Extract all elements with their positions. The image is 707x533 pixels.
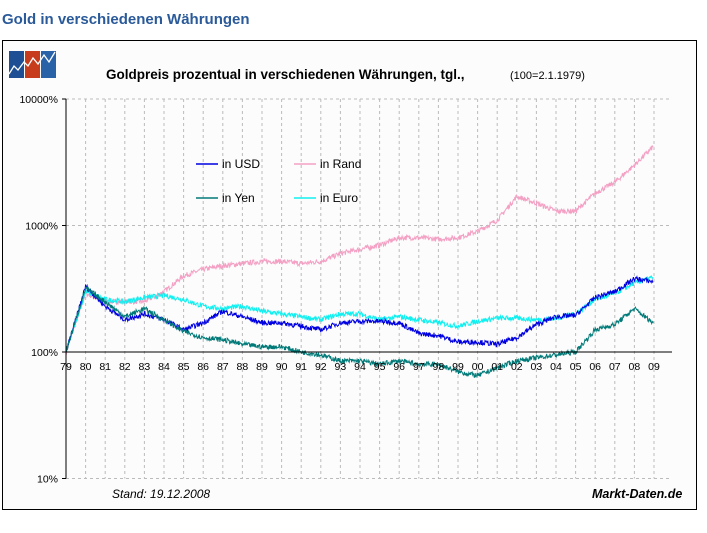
x-tick-label: 84 — [158, 361, 170, 373]
y-tick-label: 100% — [31, 347, 58, 359]
y-tick-label: 1000% — [25, 221, 58, 233]
x-tick-label: 89 — [256, 361, 268, 373]
x-tick-label: 04 — [550, 361, 562, 373]
legend-label: in Rand — [320, 157, 361, 171]
y-tick-label: 10000% — [19, 94, 58, 106]
chart-title: Goldpreis prozentual in verschiedenen Wä… — [106, 67, 465, 82]
stand-date: Stand: 19.12.2008 — [112, 487, 210, 501]
x-tick-label: 95 — [374, 361, 386, 373]
x-tick-label: 81 — [99, 361, 111, 373]
x-tick-label: 07 — [609, 361, 621, 373]
page-title: Gold in verschiedenen Währungen — [2, 11, 250, 28]
series-line-euro — [65, 274, 654, 353]
x-tick-label: 86 — [197, 361, 209, 373]
x-tick-label: 88 — [237, 361, 249, 373]
x-tick-label: 91 — [295, 361, 307, 373]
logo-icon — [8, 51, 56, 78]
x-tick-label: 87 — [217, 361, 229, 373]
legend-item-euro: in Euro — [294, 191, 358, 205]
legend-item-rand: in Rand — [294, 157, 361, 171]
legend-item-usd: in USD — [196, 157, 260, 171]
x-tick-label: 06 — [589, 361, 601, 373]
chart-frame — [2, 40, 697, 510]
x-tick-label: 97 — [413, 361, 425, 373]
y-tick-label: 10% — [37, 474, 58, 486]
x-tick-label: 99 — [452, 361, 464, 373]
x-tick-label: 08 — [629, 361, 641, 373]
x-tick-label: 80 — [80, 361, 92, 373]
source-label: Markt-Daten.de — [592, 487, 682, 501]
x-tick-label: 83 — [139, 361, 151, 373]
x-tick-label: 93 — [335, 361, 347, 373]
x-tick-label: 96 — [393, 361, 405, 373]
x-tick-label: 05 — [570, 361, 582, 373]
x-tick-label: 03 — [531, 361, 543, 373]
chart-subtitle: (100=2.1.1979) — [510, 70, 585, 82]
x-tick-label: 09 — [648, 361, 660, 373]
series-line-yen — [66, 285, 654, 378]
x-tick-label: 82 — [119, 361, 131, 373]
legend-label: in USD — [222, 157, 260, 171]
x-tick-label: 85 — [178, 361, 190, 373]
x-tick-label: 98 — [433, 361, 445, 373]
legend-label: in Euro — [320, 191, 358, 205]
legend-item-yen: in Yen — [196, 191, 255, 205]
x-tick-label: 00 — [472, 361, 484, 373]
x-tick-label: 02 — [511, 361, 523, 373]
series-line-rand — [65, 144, 654, 356]
x-tick-label: 94 — [354, 361, 366, 373]
x-tick-label: 92 — [315, 361, 327, 373]
x-tick-label: 90 — [276, 361, 288, 373]
legend-label: in Yen — [222, 191, 255, 205]
x-tick-label: 01 — [491, 361, 503, 373]
